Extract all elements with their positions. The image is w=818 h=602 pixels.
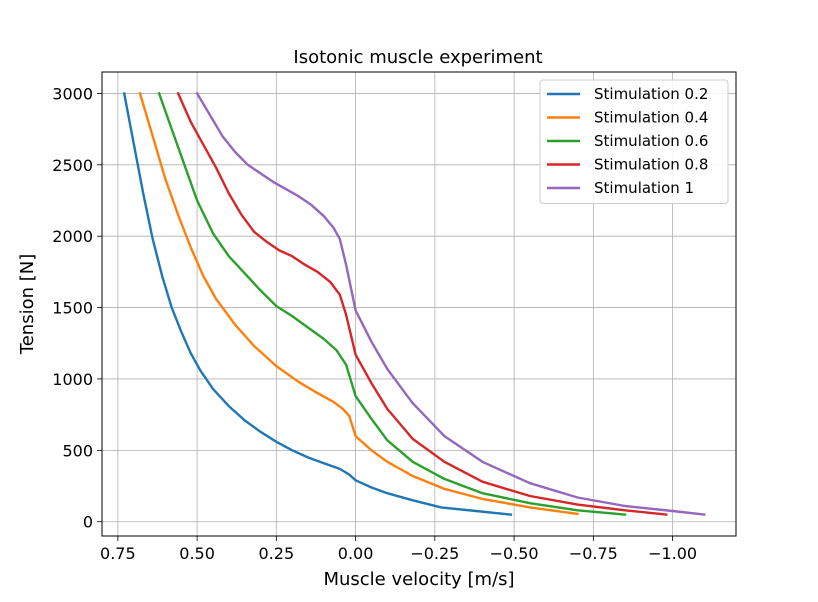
y-tick-label: 2000 (52, 227, 93, 246)
x-tick-label: 0.50 (179, 544, 215, 563)
series-line-2 (138, 91, 579, 516)
series-line-1 (122, 91, 513, 516)
y-axis-label: Tension [N] (17, 254, 38, 355)
legend: Stimulation 0.2 Stimulation 0.4 Stimulatio… (539, 79, 729, 204)
x-tick-label: 0.25 (259, 544, 295, 563)
y-tick-label: 1500 (52, 299, 93, 318)
x-tick-label: 0.75 (100, 544, 136, 563)
series-lines (122, 91, 706, 516)
x-axis-ticks: 0.75 0.50 0.25 0.00 −0.25 −0.50 −0.75 −1.00 (100, 536, 697, 563)
x-tick-label: −1.00 (648, 544, 697, 563)
legend-label: Stimulation 0.2 (594, 85, 708, 103)
series-line-5 (195, 91, 706, 516)
x-tick-label: 0.00 (338, 544, 374, 563)
legend-label: Stimulation 0.6 (594, 132, 708, 150)
y-tick-label: 500 (62, 441, 93, 460)
legend-label: Stimulation 0.4 (594, 109, 708, 127)
y-tick-label: 2500 (52, 156, 93, 175)
plot-frame (101, 71, 737, 537)
y-tick-label: 1000 (52, 370, 93, 389)
legend-label: Stimulation 1 (594, 179, 694, 197)
y-axis-ticks: 0 500 1000 1500 2000 2500 3000 (52, 84, 102, 532)
x-tick-label: −0.50 (490, 544, 539, 563)
x-axis-label: Muscle velocity [m/s] (323, 569, 514, 590)
y-tick-label: 3000 (52, 84, 93, 103)
series-line-3 (157, 91, 627, 516)
y-tick-label: 0 (83, 513, 93, 532)
legend-label: Stimulation 0.8 (594, 156, 708, 174)
series-line-4 (176, 91, 668, 516)
legend-box (539, 79, 729, 204)
chart-title: Isotonic muscle experiment (293, 47, 542, 68)
x-tick-label: −0.75 (569, 544, 618, 563)
x-tick-label: −0.25 (410, 544, 459, 563)
